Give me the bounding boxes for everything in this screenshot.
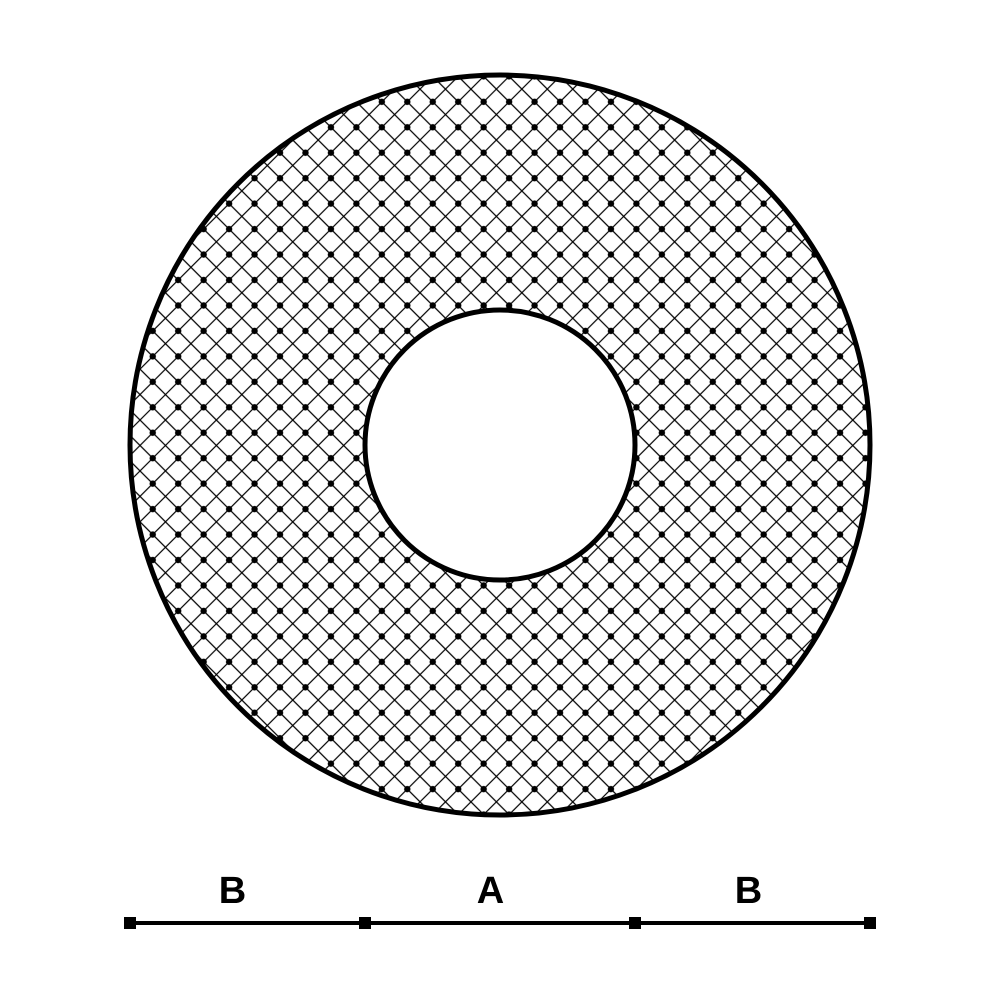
inner-circle: [365, 310, 635, 580]
ring-cross-section-svg: [0, 0, 1000, 1000]
dimension-label-b-right: B: [735, 870, 762, 913]
dimension-label-b-left: B: [219, 870, 246, 913]
diagram-canvas: B A B: [0, 0, 1000, 1000]
dimension-label-a: A: [477, 870, 504, 913]
